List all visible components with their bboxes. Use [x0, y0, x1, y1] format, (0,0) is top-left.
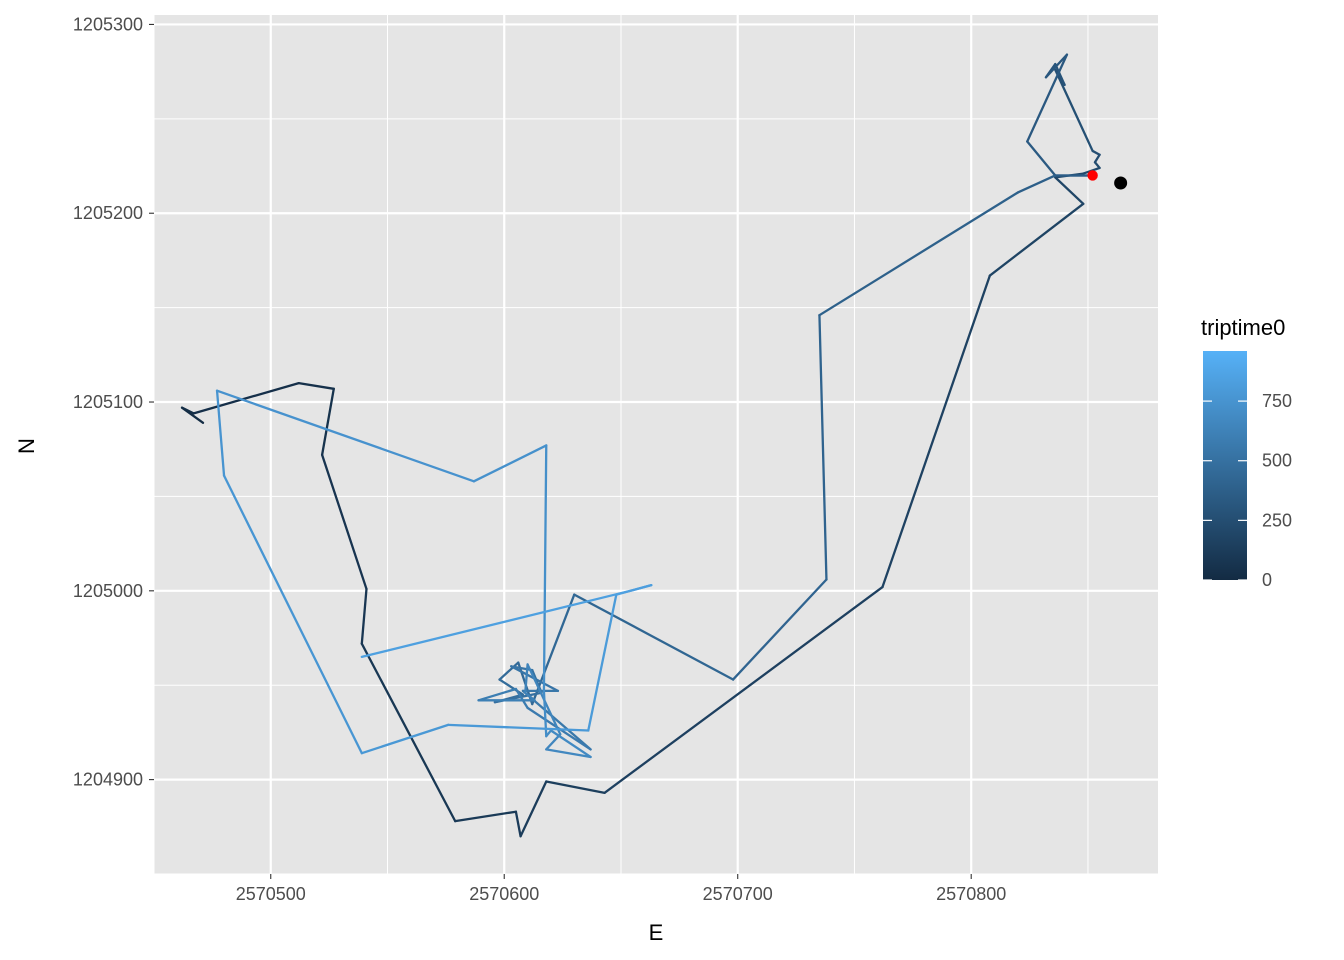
legend-colorbar: [1203, 351, 1247, 580]
path-segment: [1093, 153, 1101, 164]
path-segment: [454, 810, 518, 823]
path-segment: [360, 589, 632, 659]
marker-point: [1114, 176, 1128, 190]
legend-tick-label: 250: [1262, 510, 1292, 530]
path-segment: [545, 780, 606, 794]
legend: triptime0 0 250 500 750: [1201, 315, 1292, 590]
y-tick-label: 1204900: [73, 770, 143, 790]
path-segment: [477, 687, 518, 702]
path-segment: [1044, 53, 1069, 79]
path-segment: [603, 585, 884, 794]
minor-gridlines: [153, 15, 1158, 875]
path-segment: [1054, 68, 1094, 153]
x-tick-label: 2570800: [936, 884, 1006, 904]
legend-tick-label: 0: [1262, 570, 1272, 590]
path-segment: [545, 748, 592, 759]
path-segment: [320, 387, 335, 457]
path-segment: [1016, 174, 1057, 194]
y-tick-label: 1205100: [73, 392, 143, 412]
path-segment: [587, 593, 618, 732]
x-tick-label: 2570700: [703, 884, 773, 904]
path-segment: [215, 389, 226, 477]
x-axis-title: E: [649, 920, 664, 945]
path-segment: [472, 444, 548, 483]
path-segment: [1026, 140, 1057, 177]
x-tick-label: 2570500: [236, 884, 306, 904]
path-segment: [988, 202, 1085, 277]
y-axis-title: N: [14, 438, 39, 454]
path-segment: [524, 691, 536, 702]
path-segment: [1026, 53, 1069, 143]
x-axis: 2570500 2570600 2570700 2570800: [236, 874, 1006, 904]
path-segment: [180, 406, 195, 415]
path-segment: [545, 733, 562, 751]
path-segment: [447, 723, 590, 732]
path-segment: [573, 593, 735, 681]
path-segment: [818, 191, 1020, 317]
y-tick-label: 1205000: [73, 581, 143, 601]
path-segment: [215, 389, 476, 483]
plot-panel: [154, 15, 1158, 874]
legend-title: triptime0: [1201, 315, 1285, 340]
major-gridlines: [154, 15, 1158, 874]
path-segment: [629, 583, 653, 592]
path-segment: [360, 587, 368, 645]
path-segment: [297, 381, 335, 390]
path-segment: [549, 729, 592, 759]
y-axis: 1204900 1205000 1205100 1205200 1205300: [73, 14, 154, 790]
y-tick-label: 1205200: [73, 203, 143, 223]
path-segment: [222, 474, 363, 755]
path-segment: [519, 780, 548, 838]
path-segment: [818, 314, 828, 581]
marker-point: [1087, 170, 1098, 181]
path-segment: [360, 723, 450, 755]
legend-ticks: 0 250 500 750: [1203, 391, 1292, 590]
path-segment: [1093, 161, 1101, 170]
path-segment: [514, 687, 529, 710]
path-segment: [1054, 176, 1085, 205]
path-segment: [524, 663, 529, 694]
path-segment: [1054, 62, 1066, 87]
y-tick-label: 1205300: [73, 14, 143, 34]
trajectory-path: [180, 53, 1101, 838]
path-segment: [360, 642, 457, 823]
path-segment: [542, 444, 548, 693]
x-tick-label: 2570600: [469, 884, 539, 904]
path-segment: [320, 453, 368, 591]
path-segment: [192, 381, 300, 415]
path-segment: [514, 810, 522, 838]
legend-tick-label: 500: [1262, 451, 1292, 471]
path-segment: [731, 578, 828, 681]
marker-points: [1087, 170, 1128, 190]
legend-tick-label: 750: [1262, 391, 1292, 411]
path-segment: [881, 274, 992, 589]
path-segment: [1091, 149, 1101, 156]
path-segment: [498, 661, 520, 681]
